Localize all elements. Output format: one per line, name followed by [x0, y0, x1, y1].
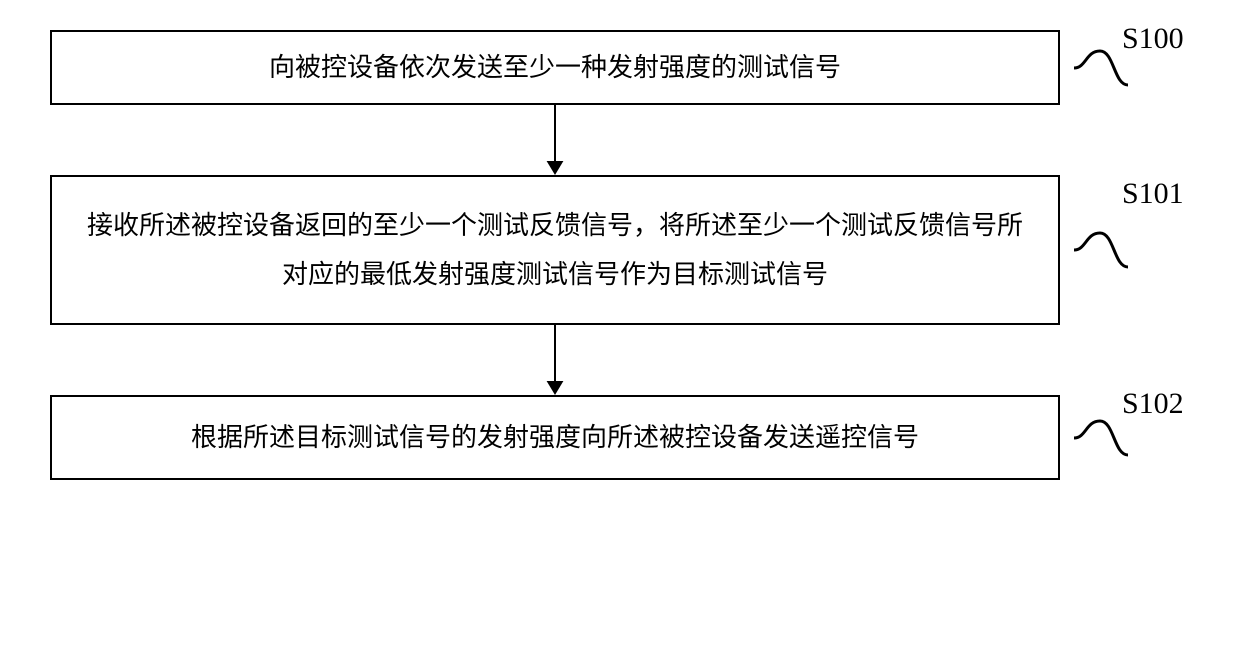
- flowchart-step-label: S101: [1122, 177, 1184, 211]
- flowchart-container: 向被控设备依次发送至少一种发射强度的测试信号 S100 接收所述被控设备返回的至…: [50, 30, 1190, 480]
- flowchart-step-text: 接收所述被控设备返回的至少一个测试反馈信号，将所述至少一个测试反馈信号所对应的最…: [82, 201, 1028, 300]
- flowchart-step-text: 根据所述目标测试信号的发射强度向所述被控设备发送遥控信号: [191, 413, 919, 462]
- flowchart-arrow-wrap: [50, 325, 1060, 395]
- flowchart-step-box: 根据所述目标测试信号的发射强度向所述被控设备发送遥控信号: [50, 395, 1060, 480]
- flowchart-step-box: 向被控设备依次发送至少一种发射强度的测试信号: [50, 30, 1060, 105]
- arrow-down-icon: [535, 105, 575, 175]
- arrow-down-icon: [535, 325, 575, 395]
- flowchart-step-text: 向被控设备依次发送至少一种发射强度的测试信号: [269, 43, 841, 92]
- flowchart-step-label: S102: [1122, 387, 1184, 421]
- connector-squiggle-icon: [1072, 225, 1132, 275]
- flowchart-step-row: 向被控设备依次发送至少一种发射强度的测试信号 S100: [50, 30, 1190, 105]
- flowchart-step-label: S100: [1122, 22, 1184, 56]
- flowchart-arrow-wrap: [50, 105, 1060, 175]
- flowchart-step-row: 根据所述目标测试信号的发射强度向所述被控设备发送遥控信号 S102: [50, 395, 1190, 480]
- flowchart-step-row: 接收所述被控设备返回的至少一个测试反馈信号，将所述至少一个测试反馈信号所对应的最…: [50, 175, 1190, 325]
- flowchart-step-box: 接收所述被控设备返回的至少一个测试反馈信号，将所述至少一个测试反馈信号所对应的最…: [50, 175, 1060, 325]
